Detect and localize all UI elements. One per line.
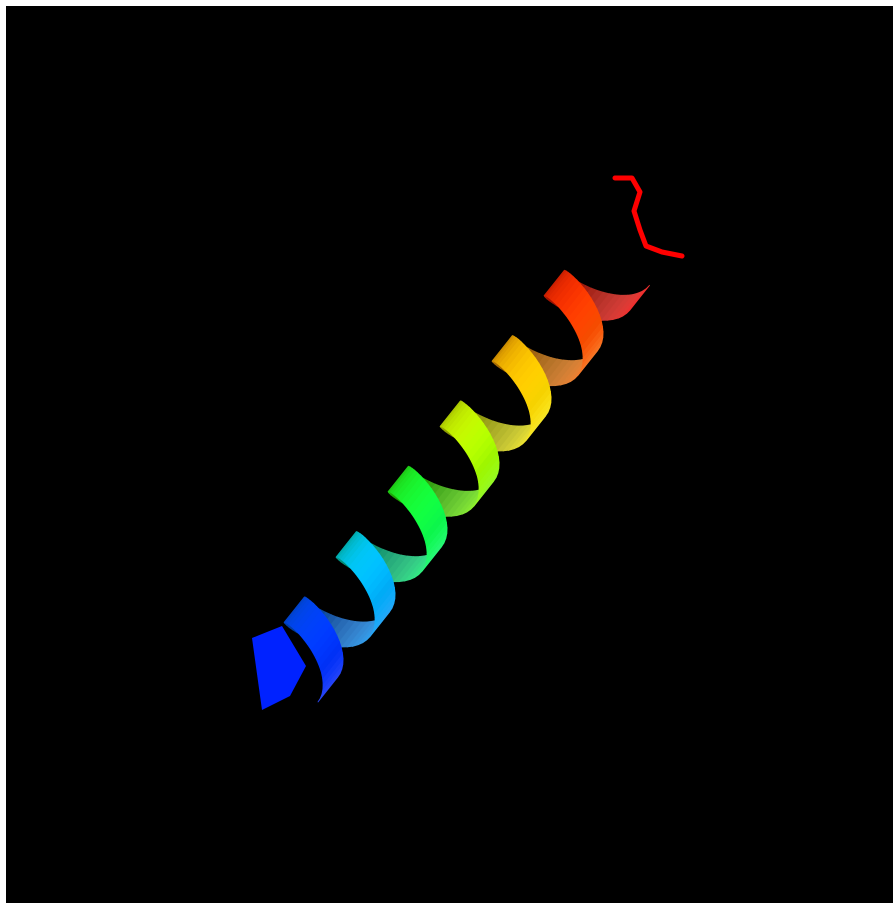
n-terminal-ribbon-tip bbox=[252, 626, 306, 710]
helix-ribbon-segment bbox=[439, 400, 462, 427]
molecule-viewport[interactable] bbox=[6, 6, 893, 903]
protein-helix-render[interactable] bbox=[6, 6, 893, 903]
helix-front-segments bbox=[283, 270, 604, 703]
helix-ribbon-segment bbox=[387, 466, 410, 492]
helix-ribbon-segment bbox=[626, 284, 651, 314]
c-terminal-coil bbox=[612, 175, 685, 259]
helix-ribbon-segment bbox=[283, 596, 306, 623]
helix-ribbon-segment bbox=[491, 335, 514, 362]
helix-ribbon-segment bbox=[543, 270, 566, 296]
helix-ribbon-segment bbox=[335, 531, 358, 558]
